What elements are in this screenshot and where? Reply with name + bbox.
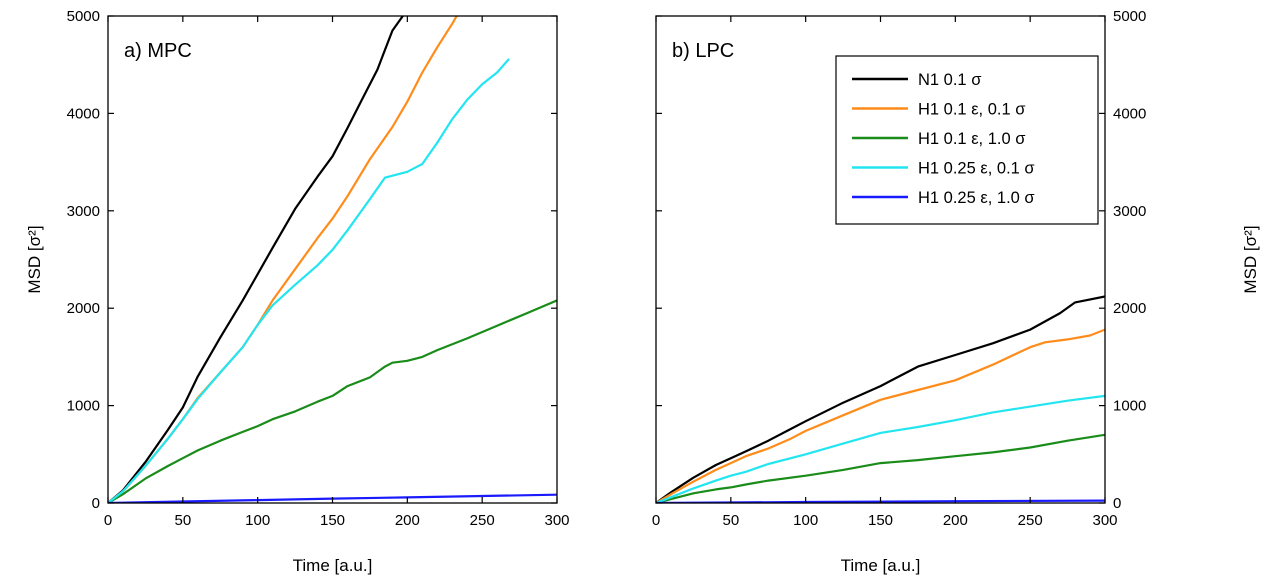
x-tick-label: 300 [1092,512,1117,529]
series-line-3 [108,299,557,503]
panel-a: 0 50 100 150 200 250 300010002000300040005000T… [25,8,570,575]
panel-label: b) LPC [672,40,734,62]
legend: N1 0.1 σ H1 0.1 ε, 0.1 σ H1 0.1 ε, 1.0 σ H1… [835,55,1099,225]
y-tick-label: 4000 [1113,105,1146,122]
x-tick-label: 200 [395,512,420,529]
x-tick-label: 50 [174,512,191,529]
y-axis-label: MSD [σ²] [1241,225,1260,293]
y-tick-label: 3000 [1113,203,1146,220]
x-tick-label: 150 [868,512,893,529]
y-tick-label: 4000 [67,105,100,122]
x-tick-label: 100 [245,512,270,529]
series-line-2 [108,16,458,503]
series-line-1 [656,295,1105,503]
x-tick-label: 50 [722,512,739,529]
x-tick-label: 100 [793,512,818,529]
series-line-1 [108,16,404,503]
series-line-4 [656,394,1105,503]
y-tick-label: 0 [92,495,100,512]
x-tick-label: 0 [104,512,112,529]
series-line-3 [656,433,1105,503]
x-tick-label: 250 [470,512,495,529]
legend-entry: H1 0.25 ε, 0.1 σ [918,160,1035,178]
legend-entry: N1 0.1 σ [918,71,981,89]
x-tick-label: 150 [320,512,345,529]
y-tick-label: 2000 [67,300,100,317]
x-tick-label: 250 [1018,512,1043,529]
y-tick-label: 2000 [1113,300,1146,317]
series-line-2 [656,328,1105,503]
x-tick-label: 0 [652,512,660,529]
y-tick-label: 3000 [67,203,100,220]
series-line-4 [108,58,510,503]
y-axis-label: MSD [σ²] [25,225,44,293]
legend-entry: H1 0.1 ε, 0.1 σ [918,101,1025,119]
legend-entry: H1 0.1 ε, 1.0 σ [918,130,1025,148]
x-axis-label: Time [a.u.] [293,556,373,575]
x-tick-label: 300 [544,512,569,529]
panel-b: 0 50 100 150 200 250 300010002000300040005000T… [652,8,1260,575]
panel-label: a) MPC [124,40,192,62]
y-tick-label: 0 [1113,495,1121,512]
legend-entry: H1 0.25 ε, 1.0 σ [918,189,1035,207]
y-tick-label: 1000 [67,398,100,415]
y-tick-label: 5000 [1113,8,1146,25]
x-tick-label: 200 [943,512,968,529]
x-axis-label: Time [a.u.] [841,556,921,575]
y-tick-label: 1000 [1113,398,1146,415]
y-tick-label: 5000 [67,8,100,25]
